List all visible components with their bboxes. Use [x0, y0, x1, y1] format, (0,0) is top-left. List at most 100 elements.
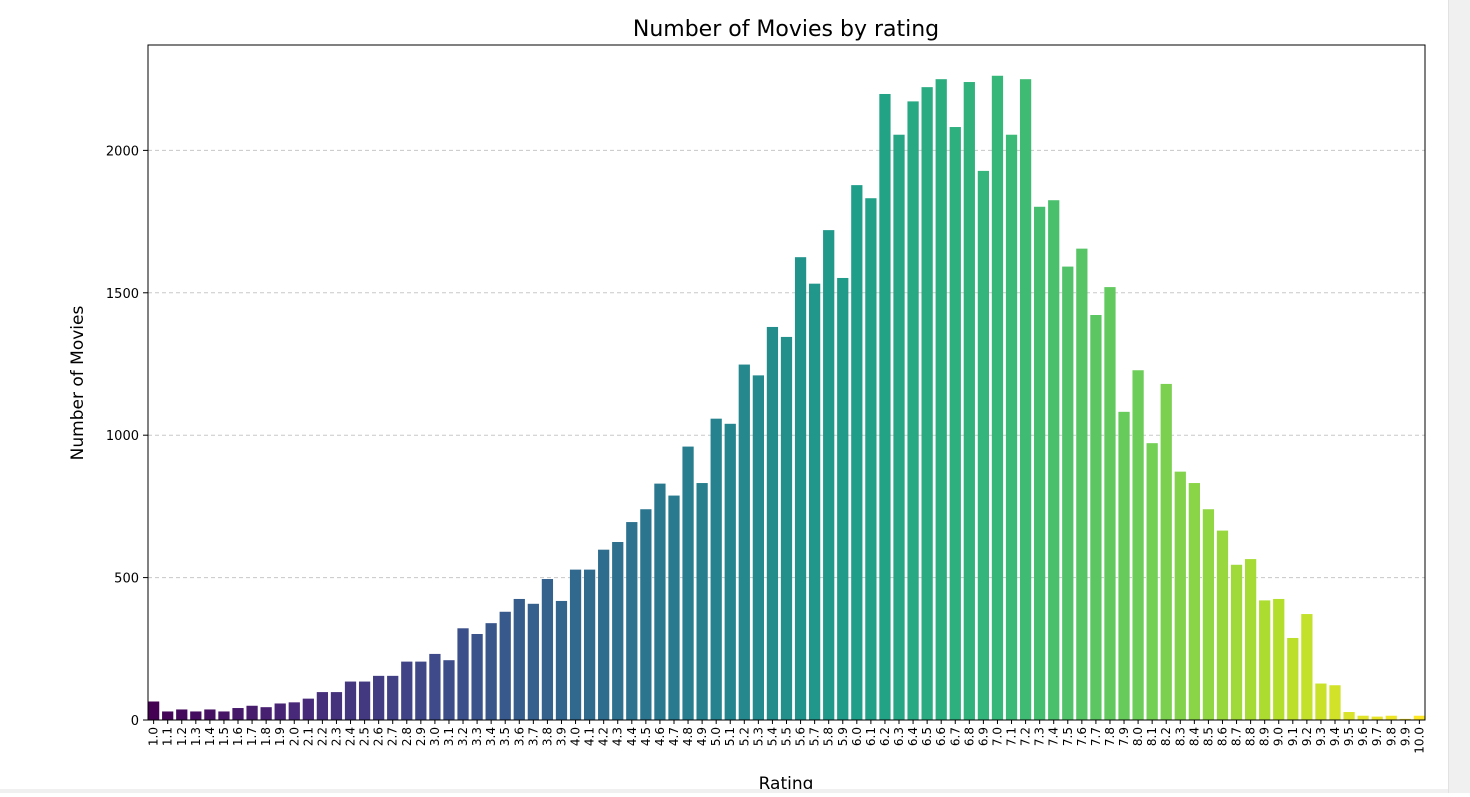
y-axis-label: Number of Movies — [68, 306, 88, 461]
x-tick-label: 10.0 — [1412, 727, 1426, 754]
y-axis-ticks: 0 500 1000 1500 2000 — [106, 144, 148, 729]
x-tick-label: 4.7 — [667, 727, 681, 746]
bar — [682, 446, 694, 720]
x-tick-label: 5.5 — [780, 727, 794, 746]
bar — [1343, 712, 1355, 720]
bar — [963, 82, 975, 720]
x-tick-label: 8.9 — [1258, 727, 1272, 746]
bar — [1301, 614, 1313, 720]
bar — [752, 375, 764, 720]
bar — [640, 509, 652, 720]
x-tick-label: 5.7 — [808, 727, 822, 746]
x-tick-label: 7.0 — [990, 727, 1004, 746]
x-tick-label: 3.5 — [498, 727, 512, 746]
x-tick-label: 9.0 — [1272, 727, 1286, 746]
bar — [485, 623, 497, 720]
x-tick-label: 4.3 — [611, 727, 625, 746]
bar — [1174, 471, 1186, 720]
x-tick-label: 5.3 — [751, 727, 765, 746]
x-tick-label: 3.1 — [442, 727, 456, 746]
bar — [387, 675, 399, 720]
x-tick-label: 8.8 — [1244, 727, 1258, 746]
bar — [598, 549, 610, 720]
bar — [1315, 683, 1327, 720]
x-tick-label: 2.3 — [329, 727, 343, 746]
x-tick-label: 7.6 — [1075, 727, 1089, 746]
bar — [907, 101, 919, 720]
bar — [1357, 715, 1369, 720]
bar — [541, 579, 554, 720]
bar — [1371, 716, 1383, 720]
bar — [1202, 509, 1215, 720]
bar — [1062, 266, 1074, 720]
bar — [415, 661, 427, 720]
x-tick-label: 6.9 — [976, 727, 990, 746]
x-tick-label: 5.2 — [737, 727, 751, 746]
y-tick-label: 2000 — [106, 144, 139, 159]
bar — [316, 692, 329, 720]
bar — [766, 326, 779, 720]
bar — [330, 692, 343, 720]
x-tick-label: 8.7 — [1230, 727, 1244, 746]
x-tick-label: 8.3 — [1173, 727, 1187, 746]
x-tick-label: 8.6 — [1215, 727, 1229, 746]
x-tick-label: 1.1 — [161, 727, 175, 746]
x-tick-label: 2.7 — [386, 727, 400, 746]
bar — [1216, 530, 1229, 720]
bar — [373, 675, 385, 720]
x-tick-label: 9.8 — [1384, 727, 1398, 746]
bar — [668, 495, 680, 720]
x-tick-label: 5.9 — [836, 727, 850, 746]
vertical-scrollbar[interactable] — [1448, 0, 1470, 793]
y-tick-label: 1000 — [106, 429, 139, 444]
y-tick-label: 0 — [131, 714, 139, 729]
bar — [583, 569, 596, 720]
x-tick-label: 5.8 — [822, 727, 836, 746]
x-tick-label: 3.7 — [526, 727, 540, 746]
x-tick-label: 1.3 — [189, 727, 203, 746]
x-tick-label: 5.1 — [723, 727, 737, 746]
x-tick-label: 2.4 — [344, 727, 358, 746]
x-tick-label: 1.7 — [245, 727, 259, 746]
bar — [513, 598, 525, 720]
x-tick-label: 3.6 — [512, 727, 526, 746]
x-tick-label: 2.1 — [301, 727, 315, 746]
bar — [780, 336, 793, 720]
bar — [527, 603, 539, 720]
x-tick-label: 2.0 — [287, 727, 301, 746]
bar — [1090, 315, 1102, 720]
x-tick-label: 4.2 — [597, 727, 611, 746]
bottom-scroll-strip — [0, 789, 1448, 793]
x-tick-label: 6.3 — [892, 727, 906, 746]
bar — [344, 681, 357, 720]
bar — [724, 423, 736, 720]
bar — [443, 660, 455, 720]
bar — [949, 127, 961, 720]
bar — [1188, 483, 1200, 720]
x-tick-label: 8.1 — [1145, 727, 1159, 746]
bar — [274, 703, 286, 720]
bar — [1104, 287, 1116, 720]
x-tick-label: 7.4 — [1047, 727, 1061, 746]
bar — [893, 134, 905, 721]
bar — [1160, 383, 1172, 720]
bar — [1399, 718, 1411, 720]
bar — [218, 711, 230, 720]
x-tick-label: 9.5 — [1342, 727, 1356, 746]
bar — [457, 628, 469, 720]
x-tick-label: 9.9 — [1398, 727, 1412, 746]
x-tick-label: 6.6 — [934, 727, 948, 746]
x-tick-label: 1.2 — [175, 727, 189, 746]
x-tick-label: 6.8 — [962, 727, 976, 746]
x-tick-label: 1.9 — [273, 727, 287, 746]
y-tick-label: 500 — [114, 572, 139, 587]
x-tick-label: 1.0 — [147, 727, 161, 746]
x-tick-label: 8.5 — [1201, 727, 1215, 746]
x-tick-label: 5.4 — [765, 727, 779, 746]
bar — [879, 93, 891, 721]
bar — [499, 611, 511, 720]
x-tick-label: 7.9 — [1117, 727, 1131, 746]
x-tick-label: 3.2 — [456, 727, 470, 746]
bar — [1034, 206, 1046, 720]
